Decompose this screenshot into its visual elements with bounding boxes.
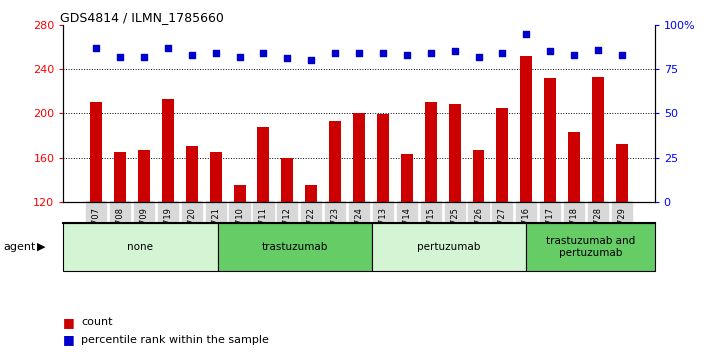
Bar xyxy=(258,126,270,335)
Point xyxy=(521,31,532,36)
Point xyxy=(449,48,460,54)
Text: pertuzumab: pertuzumab xyxy=(417,242,481,252)
Bar xyxy=(401,154,413,335)
Bar xyxy=(496,108,508,335)
Point xyxy=(329,50,341,56)
Text: percentile rank within the sample: percentile rank within the sample xyxy=(81,335,269,345)
Bar xyxy=(210,152,222,335)
Point xyxy=(234,54,245,59)
Point xyxy=(425,50,436,56)
Point xyxy=(592,47,603,52)
Point xyxy=(210,50,221,56)
Bar xyxy=(138,150,150,335)
Bar xyxy=(162,99,174,335)
Text: ▶: ▶ xyxy=(37,242,45,252)
Text: ■: ■ xyxy=(63,333,75,346)
Bar xyxy=(306,185,318,335)
Bar xyxy=(353,113,365,335)
Bar xyxy=(329,121,341,335)
Text: trastuzumab and
pertuzumab: trastuzumab and pertuzumab xyxy=(546,236,635,258)
Point xyxy=(162,45,173,51)
Bar xyxy=(186,147,198,335)
Bar xyxy=(425,102,436,335)
Point xyxy=(186,52,197,58)
Text: trastuzumab: trastuzumab xyxy=(262,242,328,252)
Bar xyxy=(90,102,102,335)
Bar xyxy=(616,144,628,335)
Point xyxy=(258,50,269,56)
Point xyxy=(545,48,556,54)
Bar xyxy=(544,78,556,335)
Point xyxy=(616,52,627,58)
Bar xyxy=(472,150,484,335)
Bar xyxy=(448,104,460,335)
Point xyxy=(377,50,389,56)
Point xyxy=(115,54,126,59)
Point xyxy=(473,54,484,59)
Bar xyxy=(234,185,246,335)
Point xyxy=(306,57,317,63)
Point xyxy=(401,52,413,58)
Point xyxy=(568,52,579,58)
Bar xyxy=(114,152,126,335)
Bar xyxy=(377,114,389,335)
Text: none: none xyxy=(127,242,153,252)
Text: count: count xyxy=(81,317,113,327)
Bar xyxy=(520,56,532,335)
Point xyxy=(353,50,365,56)
Point xyxy=(139,54,150,59)
Point xyxy=(91,45,102,51)
Bar xyxy=(592,77,604,335)
Bar xyxy=(568,132,580,335)
Text: agent: agent xyxy=(4,242,36,252)
Bar xyxy=(282,158,294,335)
Text: ■: ■ xyxy=(63,316,75,329)
Point xyxy=(282,56,293,61)
Point xyxy=(497,50,508,56)
Text: GDS4814 / ILMN_1785660: GDS4814 / ILMN_1785660 xyxy=(61,11,225,24)
